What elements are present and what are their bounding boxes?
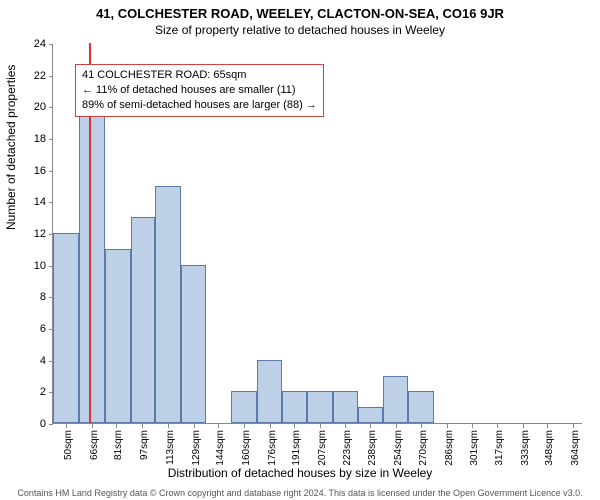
- histogram-bar: [358, 407, 382, 423]
- y-tick-label: 18: [22, 133, 46, 145]
- histogram-bar: [181, 265, 207, 423]
- y-tick-label: 6: [22, 323, 46, 335]
- y-tick-label: 4: [22, 355, 46, 367]
- x-tick-mark: [320, 424, 321, 428]
- histogram-bar: [131, 217, 155, 423]
- x-tick-mark: [244, 424, 245, 428]
- histogram-bar: [333, 391, 359, 423]
- histogram-bar: [383, 376, 409, 424]
- x-tick-mark: [270, 424, 271, 428]
- y-tick-label: 16: [22, 165, 46, 177]
- y-tick-label: 8: [22, 291, 46, 303]
- x-tick-mark: [142, 424, 143, 428]
- title-sub: Size of property relative to detached ho…: [0, 21, 600, 37]
- histogram-bar: [231, 391, 257, 423]
- histogram-bar: [282, 391, 306, 423]
- y-tick-label: 0: [22, 418, 46, 430]
- histogram-bar: [53, 233, 79, 423]
- histogram-bar: [155, 186, 181, 424]
- info-line-2: ← 11% of detached houses are smaller (11…: [82, 83, 317, 98]
- y-tick-label: 14: [22, 196, 46, 208]
- x-tick-mark: [92, 424, 93, 428]
- histogram-bar: [105, 249, 131, 423]
- x-tick-mark: [194, 424, 195, 428]
- x-tick-mark: [421, 424, 422, 428]
- histogram-bar: [408, 391, 434, 423]
- y-axis-label: Number of detached properties: [4, 65, 18, 230]
- y-tick-mark: [49, 171, 53, 172]
- x-tick-mark: [218, 424, 219, 428]
- histogram-bar: [257, 360, 283, 423]
- info-line-3: 89% of semi-detached houses are larger (…: [82, 98, 317, 113]
- y-tick-label: 22: [22, 70, 46, 82]
- y-tick-mark: [49, 139, 53, 140]
- y-tick-label: 2: [22, 386, 46, 398]
- title-main: 41, COLCHESTER ROAD, WEELEY, CLACTON-ON-…: [0, 0, 600, 21]
- histogram-bar: [307, 391, 333, 423]
- y-tick-mark: [49, 107, 53, 108]
- footer-copyright: Contains HM Land Registry data © Crown c…: [0, 488, 600, 498]
- x-tick-mark: [168, 424, 169, 428]
- x-tick-mark: [294, 424, 295, 428]
- x-tick-mark: [396, 424, 397, 428]
- x-tick-mark: [370, 424, 371, 428]
- y-tick-mark: [49, 76, 53, 77]
- y-tick-mark: [49, 202, 53, 203]
- x-tick-mark: [345, 424, 346, 428]
- info-line-1: 41 COLCHESTER ROAD: 65sqm: [82, 68, 317, 83]
- x-tick-mark: [447, 424, 448, 428]
- info-box: 41 COLCHESTER ROAD: 65sqm ← 11% of detac…: [75, 64, 324, 117]
- histogram-bar: [79, 106, 105, 423]
- x-tick-mark: [523, 424, 524, 428]
- y-tick-mark: [49, 44, 53, 45]
- y-tick-label: 20: [22, 101, 46, 113]
- x-tick-mark: [116, 424, 117, 428]
- x-tick-mark: [472, 424, 473, 428]
- x-tick-mark: [66, 424, 67, 428]
- y-tick-mark: [49, 424, 53, 425]
- x-tick-mark: [547, 424, 548, 428]
- x-tick-mark: [573, 424, 574, 428]
- y-tick-label: 24: [22, 38, 46, 50]
- y-tick-label: 12: [22, 228, 46, 240]
- y-tick-label: 10: [22, 260, 46, 272]
- x-axis-label: Distribution of detached houses by size …: [0, 466, 600, 480]
- x-tick-mark: [497, 424, 498, 428]
